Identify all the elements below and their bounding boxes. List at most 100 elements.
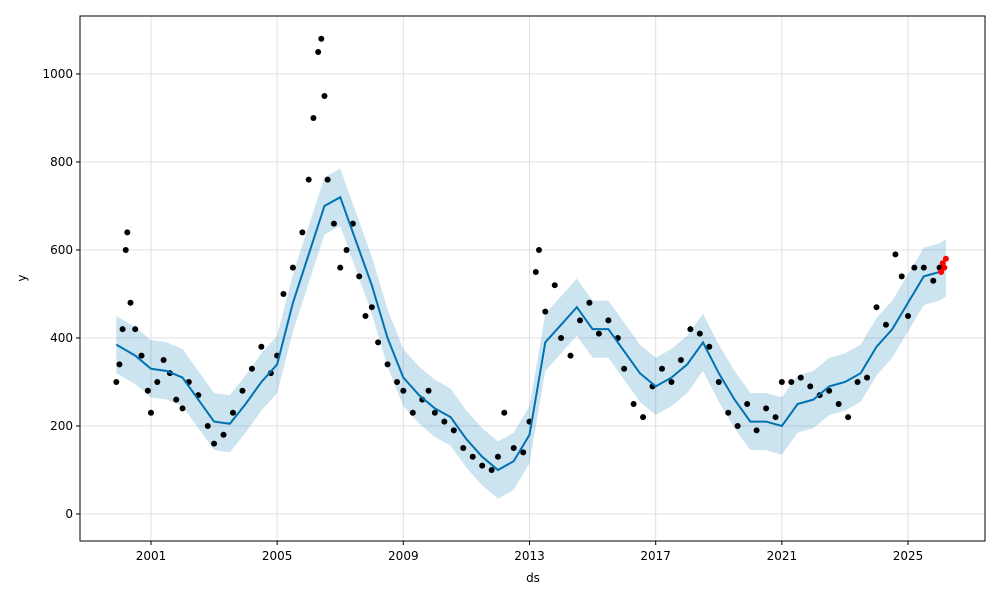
observed-point <box>535 246 542 253</box>
observed-point <box>882 321 889 328</box>
observed-point <box>772 414 779 421</box>
observed-point <box>113 378 120 385</box>
observed-point <box>394 378 401 385</box>
y-tick-label: 1000 <box>42 67 73 81</box>
observed-point <box>119 326 126 333</box>
observed-point <box>441 418 448 425</box>
observed-point <box>160 356 167 363</box>
observed-point <box>520 449 527 456</box>
observed-point <box>147 409 154 416</box>
observed-point <box>501 409 508 416</box>
observed-point <box>687 326 694 333</box>
x-tick-label: 2009 <box>388 549 419 563</box>
observed-point <box>488 466 495 473</box>
observed-point <box>532 268 539 275</box>
observed-point <box>854 378 861 385</box>
observed-point <box>930 277 937 284</box>
observed-point <box>551 282 558 289</box>
observed-point <box>845 414 852 421</box>
observed-point <box>677 356 684 363</box>
observed-point <box>797 374 804 381</box>
x-tick-label: 2013 <box>514 549 545 563</box>
observed-point <box>204 422 211 429</box>
observed-point <box>431 409 438 416</box>
observed-point <box>315 48 322 55</box>
observed-point <box>211 440 218 447</box>
future-point <box>942 255 949 262</box>
observed-point <box>318 35 325 42</box>
observed-point <box>567 352 574 359</box>
observed-point <box>179 405 186 412</box>
observed-point <box>305 176 312 183</box>
observed-point <box>220 431 227 438</box>
observed-point <box>605 317 612 324</box>
future-point <box>941 264 948 271</box>
observed-point <box>349 220 356 227</box>
observed-point <box>409 409 416 416</box>
observed-point <box>734 422 741 429</box>
observed-point <box>356 273 363 280</box>
observed-point <box>127 299 134 306</box>
observed-point <box>494 453 501 460</box>
observed-point <box>132 326 139 333</box>
observed-point <box>911 264 918 271</box>
observed-point <box>248 365 255 372</box>
observed-point <box>460 444 467 451</box>
observed-point <box>706 343 713 350</box>
uncertainty-band <box>116 168 946 499</box>
observed-point <box>788 378 795 385</box>
observed-point <box>330 220 337 227</box>
observed-point <box>807 383 814 390</box>
observed-point <box>258 343 265 350</box>
observed-point <box>337 264 344 271</box>
observed-point <box>892 251 899 258</box>
observed-point <box>864 374 871 381</box>
observed-point <box>744 400 751 407</box>
y-tick-label: 400 <box>50 331 73 345</box>
observed-point <box>630 400 637 407</box>
observed-point <box>280 290 287 297</box>
observed-point <box>640 414 647 421</box>
observed-point <box>920 264 927 271</box>
observed-point <box>116 361 123 368</box>
observed-point <box>898 273 905 280</box>
observed-point <box>321 92 328 99</box>
observed-point <box>905 312 912 319</box>
observed-point <box>469 453 476 460</box>
x-tick-label: 2025 <box>893 549 924 563</box>
observed-point <box>725 409 732 416</box>
observed-point <box>450 427 457 434</box>
x-tick-label: 2021 <box>767 549 798 563</box>
observed-point <box>425 387 432 394</box>
observed-point <box>122 246 129 253</box>
plot-frame <box>79 15 986 542</box>
observed-point <box>586 299 593 306</box>
observed-point <box>778 378 785 385</box>
observed-point <box>696 330 703 337</box>
future-point <box>938 268 945 275</box>
observed-point <box>239 387 246 394</box>
y-tick-label: 600 <box>50 243 73 257</box>
observed-point <box>138 352 145 359</box>
observed-point <box>343 246 350 253</box>
observed-point <box>668 378 675 385</box>
observed-point <box>621 365 628 372</box>
y-tick-label: 200 <box>50 419 73 433</box>
observed-point <box>154 378 161 385</box>
observed-point <box>753 427 760 434</box>
observed-point <box>362 312 369 319</box>
observed-point <box>144 387 151 394</box>
observed-point <box>173 396 180 403</box>
observed-point <box>289 264 296 271</box>
observed-point <box>510 444 517 451</box>
observed-point <box>384 361 391 368</box>
x-axis-label: ds <box>526 571 540 585</box>
observed-point <box>542 308 549 315</box>
observed-point <box>658 365 665 372</box>
y-tick-label: 0 <box>65 507 73 521</box>
observed-point <box>576 317 583 324</box>
observed-point <box>763 405 770 412</box>
observed-point <box>479 462 486 469</box>
